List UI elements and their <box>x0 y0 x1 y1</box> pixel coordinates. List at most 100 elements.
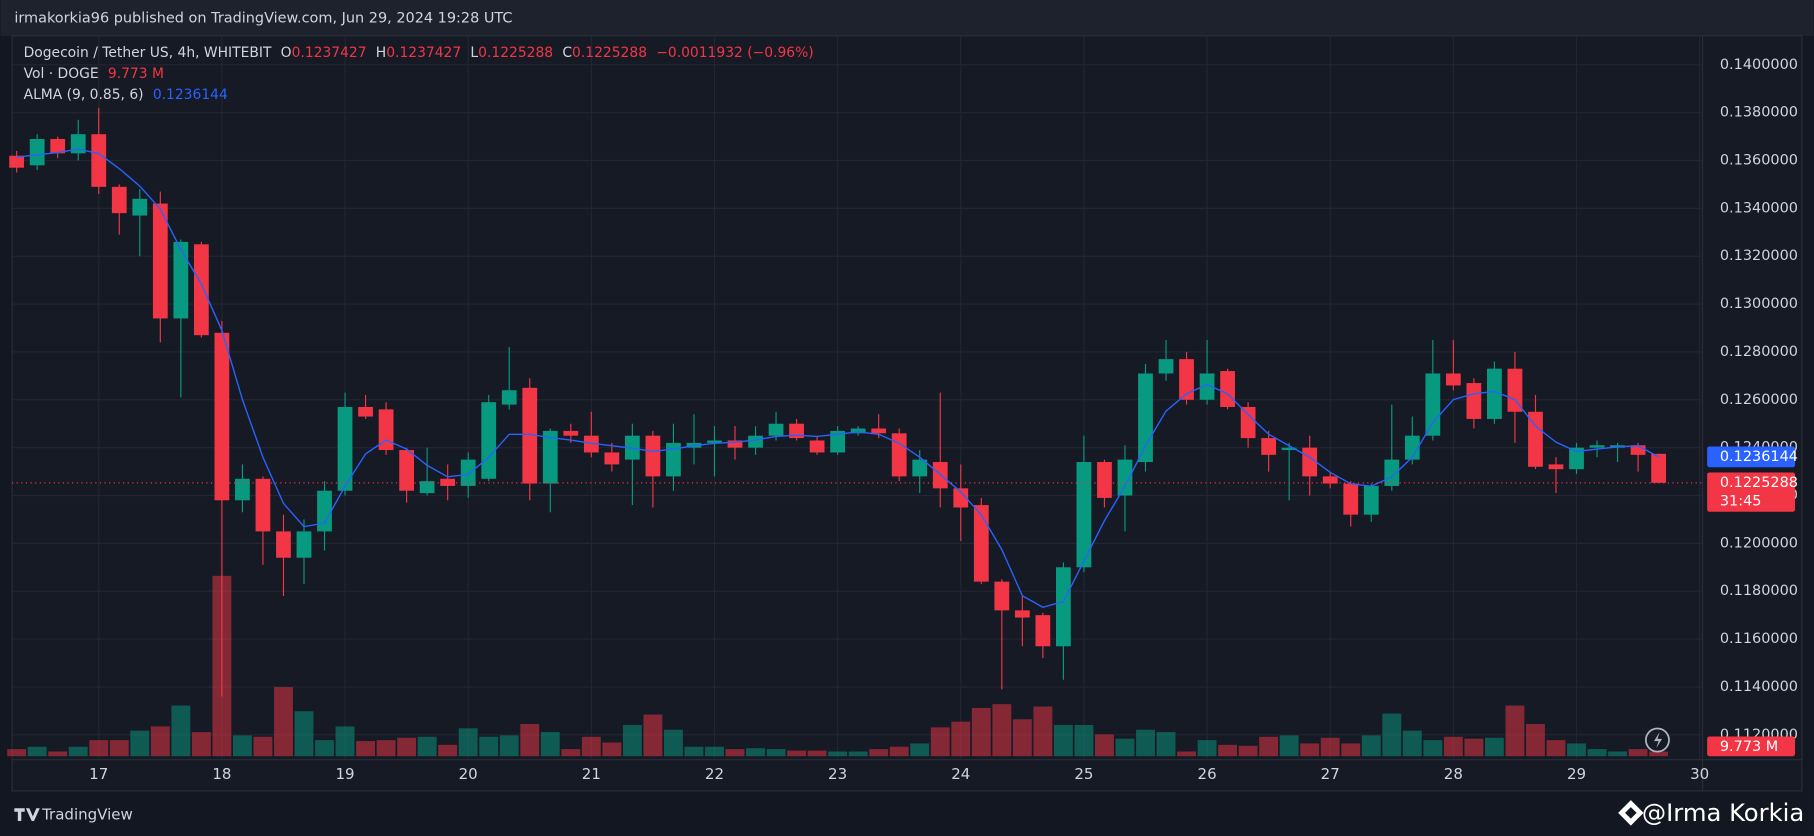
candle-body <box>1507 368 1523 412</box>
volume-bar <box>109 740 129 757</box>
countdown: 31:45 <box>1720 493 1762 509</box>
candle-body <box>953 488 969 508</box>
candle-body <box>9 155 25 168</box>
candle-body <box>111 186 127 214</box>
volume-bar <box>130 730 150 757</box>
candle-body <box>1056 567 1071 647</box>
volume-bar <box>1300 743 1320 757</box>
volume-bar <box>561 749 581 757</box>
volume-bar <box>1649 751 1669 757</box>
volume-bar <box>910 743 930 757</box>
replay-icon[interactable] <box>1645 727 1670 753</box>
volume-bar <box>766 749 786 757</box>
candle-body <box>1117 459 1133 496</box>
candle-body <box>481 402 497 479</box>
candle-body <box>1261 438 1277 455</box>
candle-body <box>1199 373 1215 400</box>
candle-body <box>522 387 538 484</box>
header-bar <box>0 0 1814 36</box>
volume-bar <box>479 736 499 757</box>
volume-bar <box>1033 706 1053 757</box>
candle-body <box>255 478 271 532</box>
candle-body <box>1651 453 1666 483</box>
candle-body <box>91 134 107 187</box>
candle-body <box>891 433 907 477</box>
candle-body <box>994 581 1010 611</box>
candle-body <box>193 244 209 336</box>
candle-body <box>276 531 291 558</box>
publisher: irmakorkia96 published on TradingView.co… <box>14 11 512 27</box>
alma-tag <box>1707 446 1796 468</box>
candle-body <box>501 390 517 405</box>
candle-body <box>152 203 168 319</box>
volume-bar <box>1608 751 1627 757</box>
candle-body <box>809 440 825 453</box>
candle-body <box>1322 476 1338 484</box>
volume-bar <box>1546 740 1566 757</box>
x-tick-label: 25 <box>1074 765 1093 783</box>
volume-bar <box>458 728 478 757</box>
x-tick-label: 28 <box>1444 765 1463 783</box>
volume-bar <box>725 749 745 757</box>
candle-body <box>1302 447 1318 477</box>
volume-bar <box>1526 724 1545 757</box>
candle-body <box>1076 462 1092 568</box>
watermark: @Irma Korkia <box>1642 798 1804 827</box>
candle-body <box>1240 406 1256 439</box>
ohlc-label: O <box>281 45 292 61</box>
legend-ohlc: Dogecoin / Tether US, 4h, WHITEBIT O0.123… <box>24 45 814 61</box>
volume-bar <box>1095 734 1114 757</box>
candle-body <box>296 531 312 558</box>
volume-bar <box>253 736 273 757</box>
volume-bar <box>191 732 211 757</box>
candle-body <box>871 428 887 434</box>
candle-body <box>1097 462 1112 498</box>
volume-value: 9.773 M <box>108 66 164 82</box>
ohlc-value: 0.1225288 <box>572 45 647 61</box>
candle-body <box>748 435 763 448</box>
volume-bar <box>274 687 293 757</box>
x-tick-label: 27 <box>1321 765 1340 783</box>
candle-body <box>1158 359 1174 374</box>
volume-bar <box>663 729 683 757</box>
indicator-title: ALMA (9, 0.85, 6) <box>24 87 144 103</box>
volume-bar <box>971 707 991 757</box>
ohlc-value: 0.1237427 <box>386 45 461 61</box>
candle-body <box>789 423 804 439</box>
volume-bar <box>684 746 704 757</box>
y-tick-label: 0.1160000 <box>1720 631 1798 647</box>
alma-value: 0.1236144 <box>153 87 228 103</box>
candle-body <box>1569 447 1584 470</box>
candle-body <box>707 440 722 443</box>
volume-bar <box>581 736 601 757</box>
ohlc-label: H <box>376 45 386 61</box>
volume-bar <box>335 726 355 757</box>
x-tick-label: 20 <box>459 765 478 783</box>
y-tick-label: 0.1140000 <box>1720 679 1798 695</box>
legend-volume: Vol · DOGE 9.773 M <box>24 66 164 82</box>
candle-body <box>1528 411 1543 467</box>
volume-bar <box>540 732 560 757</box>
candle-body <box>399 450 415 491</box>
y-tick-label: 0.1200000 <box>1720 535 1798 551</box>
y-tick-label: 0.1260000 <box>1720 392 1798 408</box>
candle-body <box>850 428 866 434</box>
candle-body <box>1589 445 1605 448</box>
volume-bar <box>1320 737 1340 757</box>
candle-body <box>214 332 230 501</box>
candle-body <box>1548 464 1564 470</box>
candle-body <box>337 406 353 491</box>
volume-bar <box>930 727 950 757</box>
volume-bar <box>746 748 765 757</box>
candle-body <box>1281 447 1297 451</box>
candle-body <box>604 452 620 465</box>
volume-bar <box>951 721 971 757</box>
volume-bar <box>1402 730 1422 757</box>
candle-body <box>1630 445 1646 455</box>
chart-frame <box>11 35 1803 792</box>
candle-body <box>378 409 394 451</box>
y-tick-label: 0.1320000 <box>1720 248 1798 264</box>
candle-body <box>1363 485 1379 515</box>
